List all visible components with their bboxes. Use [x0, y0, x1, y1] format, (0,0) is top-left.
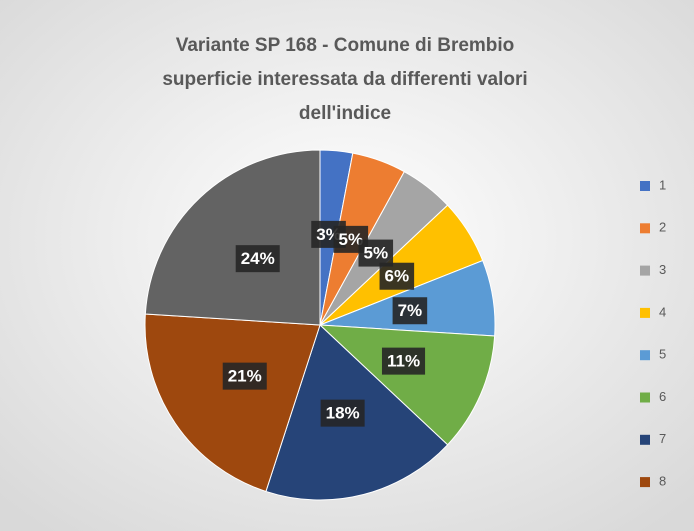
chart-title: Variante SP 168 - Comune di Brembio	[176, 35, 515, 56]
legend-swatch	[640, 223, 650, 234]
data-label: 5%	[363, 244, 388, 263]
legend-swatch	[640, 477, 650, 488]
data-label: 24%	[241, 249, 275, 268]
data-label-box	[379, 262, 415, 290]
data-label-box	[392, 297, 428, 325]
chart-title: dell'indice	[299, 103, 391, 124]
legend-label: 3	[659, 262, 666, 277]
pie-slice	[318, 324, 496, 446]
legend-label: 6	[659, 389, 666, 404]
legend-label: 7	[659, 431, 666, 446]
data-label-box	[381, 347, 426, 375]
pie-slice	[144, 313, 321, 493]
legend-label: 4	[659, 304, 666, 319]
data-label: 18%	[326, 404, 360, 423]
legend-swatch	[640, 181, 650, 191]
data-label-box	[235, 245, 280, 273]
data-label: 21%	[228, 367, 262, 386]
legend-label: 2	[659, 220, 666, 235]
legend-swatch	[640, 265, 650, 276]
data-label-box	[320, 399, 365, 427]
legend-swatch	[640, 307, 650, 318]
data-label: 5%	[339, 230, 364, 249]
legend-label: 8	[659, 474, 666, 489]
data-label-box	[222, 362, 267, 390]
data-label-box	[358, 239, 394, 267]
legend-label: 5	[659, 347, 666, 362]
chart-title: superficie interessata da differenti val…	[162, 69, 527, 90]
legend-swatch	[640, 350, 650, 361]
data-label: 6%	[385, 267, 410, 286]
legend-swatch	[640, 392, 650, 403]
legend-label: 1	[659, 177, 666, 192]
legend-swatch	[640, 434, 650, 445]
data-label: 7%	[398, 301, 423, 320]
pie-slice	[144, 149, 321, 326]
data-label: 11%	[387, 352, 420, 371]
